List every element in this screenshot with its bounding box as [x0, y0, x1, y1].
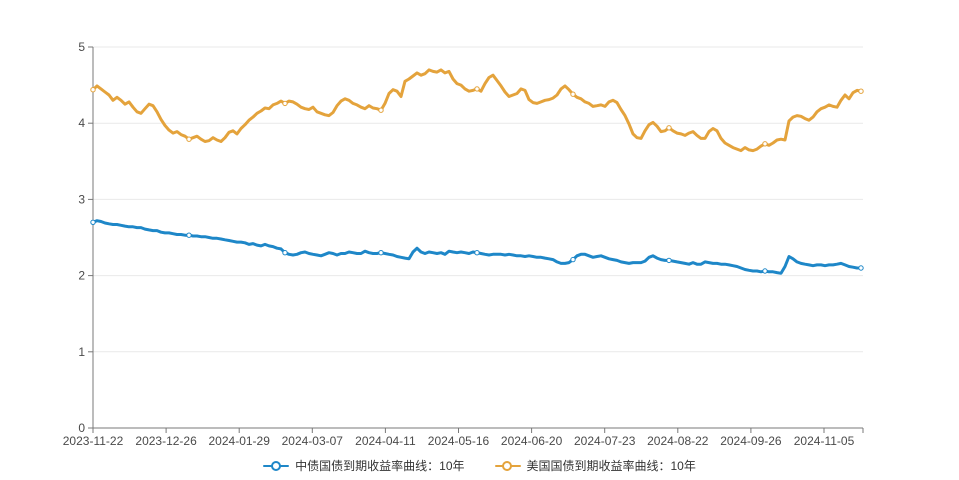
y-axis-tick-label: 4 [78, 116, 85, 130]
series-line-1[interactable] [91, 68, 863, 153]
line-with-circle-marker-icon [263, 460, 290, 473]
series-point-marker [282, 250, 288, 256]
series-point-marker [378, 250, 384, 256]
series-point-marker [762, 268, 768, 274]
x-axis-tick-label: 2024-07-23 [574, 434, 636, 448]
x-axis-tick-label: 2024-03-07 [282, 434, 344, 448]
series-point-marker [570, 256, 576, 263]
y-axis-tick-label: 3 [78, 192, 85, 206]
series-point-marker [762, 141, 768, 147]
legend-item-us-10y[interactable]: 美国国债到期收益率曲线：10年 [494, 459, 696, 473]
x-axis-tick-label: 2024-06-20 [501, 434, 563, 448]
legend-label-us-10y: 美国国债到期收益率曲线：10年 [526, 459, 696, 473]
series-point-marker [474, 250, 480, 256]
y-axis-tick-label: 5 [78, 40, 85, 54]
series-point-marker [474, 86, 480, 92]
legend-item-china-10y[interactable]: 中债国债到期收益率曲线：10年 [263, 459, 465, 473]
x-axis-tick-label: 2024-08-22 [647, 434, 709, 448]
series-point-marker [90, 219, 96, 226]
series-point-marker [186, 232, 192, 238]
line-with-circle-marker-icon [494, 460, 521, 473]
series-point-marker [666, 125, 672, 131]
series-point-marker [186, 136, 192, 142]
series-point-marker [858, 88, 864, 94]
x-axis-tick-label: 2024-05-16 [428, 434, 490, 448]
y-axis-tick-label: 0 [78, 421, 85, 435]
series-point-marker [378, 107, 384, 113]
x-axis-tick-label: 2023-12-26 [135, 434, 197, 448]
x-axis-tick-label: 2024-01-29 [209, 434, 271, 448]
x-axis-tick-label: 2024-09-26 [720, 434, 782, 448]
series-line-0[interactable] [91, 219, 863, 275]
chart-legend: 中债国债到期收益率曲线：10年 美国国债到期收益率曲线：10年 [0, 456, 959, 476]
series-point-marker [858, 265, 864, 271]
series-point-marker [570, 91, 576, 97]
y-axis-tick-label: 2 [78, 269, 85, 283]
series-point-marker [666, 257, 672, 264]
x-axis-tick-label: 2024-11-05 [794, 434, 855, 448]
series-point-marker [90, 87, 96, 93]
x-axis-tick-label: 2024-04-11 [355, 434, 416, 448]
series-point-marker [282, 100, 288, 107]
y-axis-tick-label: 1 [78, 345, 85, 359]
legend-label-china-10y: 中债国债到期收益率曲线：10年 [295, 459, 465, 473]
x-axis-tick-label: 2023-11-22 [63, 434, 124, 448]
